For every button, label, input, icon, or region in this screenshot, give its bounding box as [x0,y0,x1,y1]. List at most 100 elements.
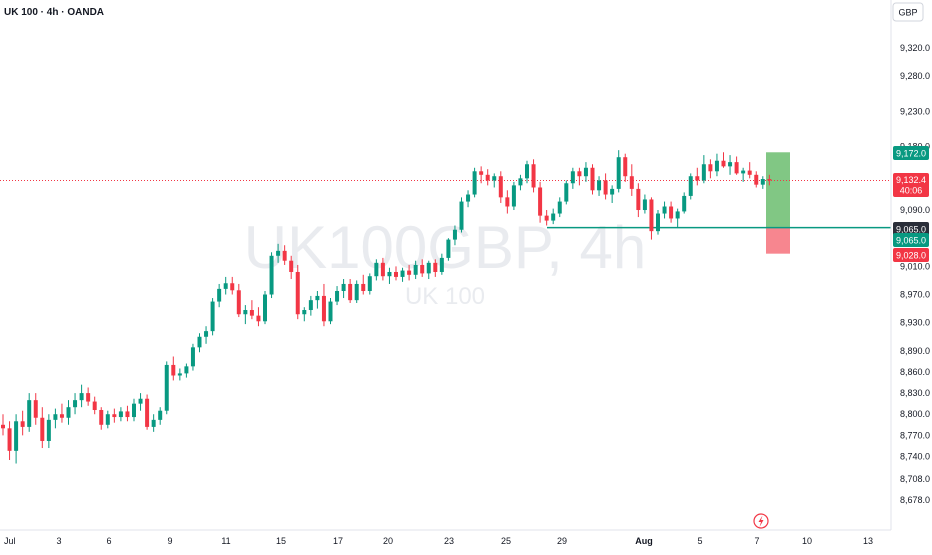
candle[interactable] [341,279,346,299]
candle[interactable] [616,150,621,193]
candle[interactable] [603,173,608,200]
candle[interactable] [498,171,503,203]
candle[interactable] [92,396,97,415]
candle[interactable] [701,155,706,184]
candle[interactable] [741,167,746,182]
long-position-stop-zone[interactable] [766,227,790,254]
candle[interactable] [308,295,313,316]
candle[interactable] [138,393,143,411]
candle[interactable] [452,225,457,246]
candle[interactable] [754,171,759,188]
candle[interactable] [577,167,582,186]
candle[interactable] [380,257,385,281]
candle[interactable] [315,290,320,309]
candle[interactable] [86,387,91,406]
candle[interactable] [184,363,189,378]
candle[interactable] [171,356,176,381]
candle[interactable] [302,307,307,322]
candle[interactable] [760,176,765,189]
candle[interactable] [459,197,464,233]
candle[interactable] [610,185,615,203]
candle[interactable] [256,307,261,327]
candle[interactable] [551,208,556,225]
candle[interactable] [243,305,248,325]
candle[interactable] [289,255,294,280]
candle[interactable] [400,267,405,282]
candle[interactable] [590,164,595,195]
candle[interactable] [525,160,529,184]
candle[interactable] [197,333,202,353]
candle[interactable] [629,164,634,196]
candle[interactable] [367,273,372,295]
candle[interactable] [118,407,123,422]
candle[interactable] [105,410,110,429]
candle[interactable] [538,181,543,223]
candle[interactable] [177,368,182,381]
candle[interactable] [335,286,340,306]
candle[interactable] [217,283,222,308]
candle[interactable] [544,210,549,226]
lightning-icon[interactable] [753,513,769,529]
candle[interactable] [249,300,254,320]
candle[interactable] [767,174,772,186]
candle[interactable] [557,197,562,218]
candle[interactable] [20,410,25,436]
candle[interactable] [387,267,392,284]
candle[interactable] [190,343,195,371]
candle[interactable] [14,414,19,464]
price-axis[interactable]: 9,320.09,280.09,230.09,180.09,090.09,010… [890,0,930,530]
currency-button[interactable]: GBP [892,2,924,22]
candle[interactable] [570,167,575,189]
candle[interactable] [688,173,693,200]
candle[interactable] [66,400,71,425]
candle[interactable] [466,190,471,208]
candle[interactable] [623,153,628,182]
candle[interactable] [59,403,64,423]
candle[interactable] [662,201,667,219]
candle[interactable] [210,298,215,336]
candle[interactable] [472,167,477,198]
candle[interactable] [204,326,209,344]
candle[interactable] [394,266,398,281]
candle[interactable] [1,414,5,436]
candle[interactable] [649,197,654,240]
candle[interactable] [276,243,281,263]
candle[interactable] [151,414,156,432]
candle[interactable] [99,407,104,430]
candle[interactable] [79,384,84,408]
candle[interactable] [721,152,726,168]
candle[interactable] [492,173,497,188]
candle[interactable] [7,421,12,461]
candle[interactable] [348,279,353,303]
candle[interactable] [446,238,451,261]
candle[interactable] [747,162,752,179]
candle[interactable] [714,153,719,177]
candle[interactable] [145,394,150,430]
candle[interactable] [518,174,523,191]
candle[interactable] [669,201,674,223]
candle[interactable] [354,280,359,303]
candle[interactable] [597,176,602,196]
candle[interactable] [263,290,267,325]
candle[interactable] [164,361,169,415]
candle[interactable] [236,283,241,318]
candle[interactable] [420,259,425,277]
candle[interactable] [636,183,641,218]
candle[interactable] [361,274,366,295]
candle[interactable] [682,192,687,214]
candle[interactable] [531,159,536,193]
symbol-title[interactable]: UK 100 · 4h · OANDA [4,7,104,18]
candle[interactable] [40,407,45,449]
candle[interactable] [321,283,326,327]
candle[interactable] [374,259,379,281]
candle[interactable] [695,167,700,186]
candle[interactable] [125,405,130,422]
candle[interactable] [46,414,51,449]
candle[interactable] [511,181,516,211]
candle[interactable] [479,166,484,184]
candle[interactable] [675,208,680,228]
candle[interactable] [433,259,438,277]
candle[interactable] [505,190,510,214]
